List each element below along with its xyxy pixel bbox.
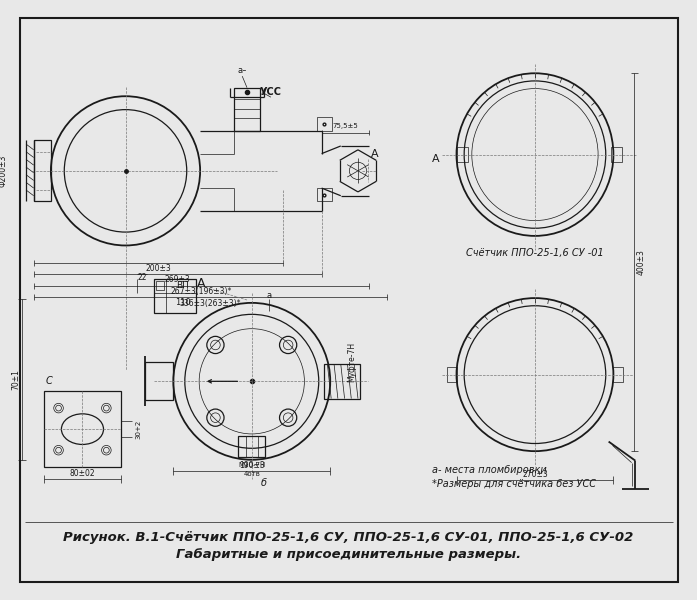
Text: а- места пломбировки: а- места пломбировки	[431, 465, 546, 475]
Text: а–: а–	[238, 66, 247, 75]
Text: 70±1: 70±1	[11, 369, 20, 390]
Bar	[613, 367, 623, 382]
Text: А: А	[197, 277, 206, 290]
Text: 200±3: 200±3	[146, 264, 171, 273]
Bar	[154, 279, 197, 313]
Text: а: а	[266, 291, 272, 300]
Text: УСС: УСС	[260, 88, 282, 97]
Text: 400±3: 400±3	[636, 249, 645, 275]
Bar	[317, 188, 332, 202]
Text: Ф200±3: Ф200±3	[0, 155, 8, 187]
Bar	[156, 281, 164, 290]
Text: 75,5±5: 75,5±5	[332, 123, 358, 129]
Bar	[317, 117, 332, 131]
Bar	[457, 147, 468, 162]
Text: Счётчик ППО-25-1,6 СУ -01: Счётчик ППО-25-1,6 СУ -01	[466, 248, 604, 258]
Text: 190±3: 190±3	[239, 461, 265, 470]
Text: 80±02: 80±02	[70, 469, 95, 478]
Text: *Размеры для счётчика без УСС: *Размеры для счётчика без УСС	[431, 479, 596, 488]
Text: А: А	[372, 149, 379, 158]
Text: 4отв: 4отв	[243, 471, 260, 477]
Bar	[323, 364, 360, 398]
Text: А: А	[431, 154, 439, 164]
Bar	[33, 140, 51, 202]
Text: С: С	[45, 376, 52, 386]
Text: 110: 110	[175, 298, 191, 307]
Text: ВП: ВП	[176, 281, 190, 290]
Text: М10-7Н: М10-7Н	[238, 461, 266, 467]
Bar	[233, 88, 261, 131]
Text: Рисунок. В.1-Счётчик ППО-25-1,6 СУ, ППО-25-1,6 СУ-01, ППО-25-1,6 СУ-02: Рисунок. В.1-Счётчик ППО-25-1,6 СУ, ППО-…	[63, 531, 634, 544]
Text: 269±3: 269±3	[164, 275, 190, 284]
Bar	[447, 367, 457, 382]
Text: 22: 22	[138, 272, 148, 281]
Bar	[611, 147, 622, 162]
Bar	[238, 436, 265, 457]
Text: 336±3(263±3)*: 336±3(263±3)*	[179, 299, 241, 308]
Text: б: б	[260, 478, 266, 488]
Bar	[44, 391, 121, 467]
Text: Габаритные и присоединительные размеры.: Габаритные и присоединительные размеры.	[176, 548, 521, 561]
Text: 270±3: 270±3	[522, 470, 548, 479]
Text: 267±3(196±3)*: 267±3(196±3)*	[171, 287, 232, 296]
Text: 30+2: 30+2	[135, 419, 141, 439]
Bar	[145, 362, 174, 400]
Text: Муфте-7Н: Муфте-7Н	[347, 342, 355, 382]
